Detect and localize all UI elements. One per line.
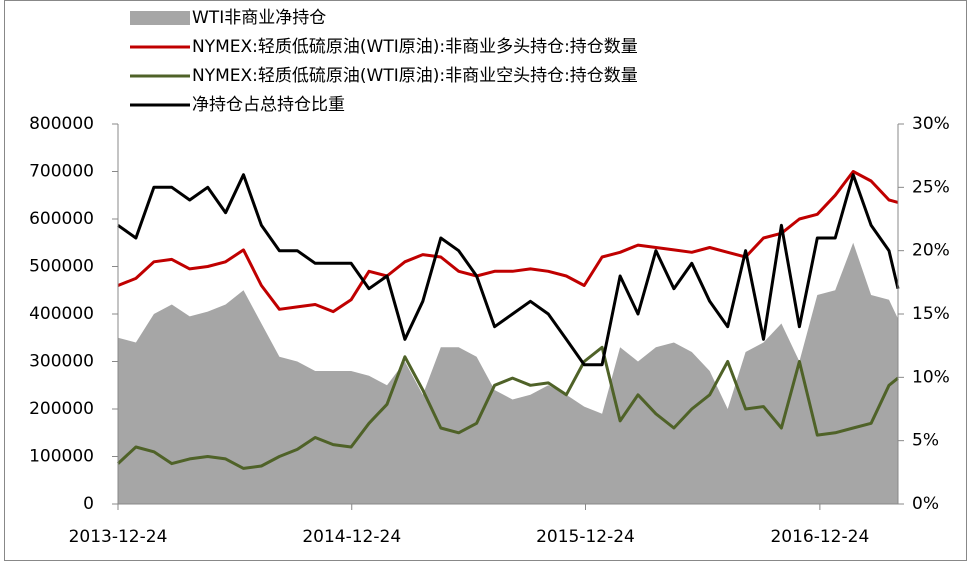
- y-tick-label: 300000: [29, 352, 94, 372]
- x-tick-label: 2013-12-24: [69, 527, 168, 547]
- y2-tick-label: 25%: [912, 177, 950, 197]
- legend-label: NYMEX:轻质低硫原油(WTI原油):非商业空头持仓:持仓数量: [192, 66, 638, 86]
- x-tick-label: 2016-12-24: [770, 527, 869, 547]
- line: [117, 173, 900, 367]
- y2-tick-label: 20%: [912, 241, 950, 261]
- legend-label: NYMEX:轻质低硫原油(WTI原油):非商业多头持仓:持仓数量: [192, 37, 638, 57]
- y-tick-label: 400000: [29, 304, 94, 324]
- y-tick-label: 800000: [29, 114, 94, 134]
- line: [116, 345, 899, 470]
- line: [117, 170, 899, 314]
- legend-label: WTI非商业净持仓: [192, 8, 326, 28]
- legend-swatch: [130, 11, 190, 25]
- y-tick-label: 200000: [29, 399, 94, 419]
- y2-tick-label: 5%: [912, 431, 939, 451]
- y2-tick-label: 10%: [912, 367, 950, 387]
- y-tick-label: 500000: [29, 257, 94, 277]
- y2-tick-label: 0%: [912, 494, 939, 514]
- x-tick-label: 2014-12-24: [302, 527, 401, 547]
- legend-label: 净持仓占总持仓比重: [192, 95, 345, 115]
- y-tick-label: 100000: [29, 447, 94, 467]
- y-tick-label: 0: [83, 494, 94, 514]
- x-tick-label: 2015-12-24: [536, 527, 635, 547]
- y2-tick-label: 30%: [912, 114, 950, 134]
- y2-tick-label: 15%: [912, 304, 950, 324]
- frame: [4, 0, 967, 561]
- y-tick-label: 600000: [29, 209, 94, 229]
- y-tick-label: 700000: [29, 162, 94, 182]
